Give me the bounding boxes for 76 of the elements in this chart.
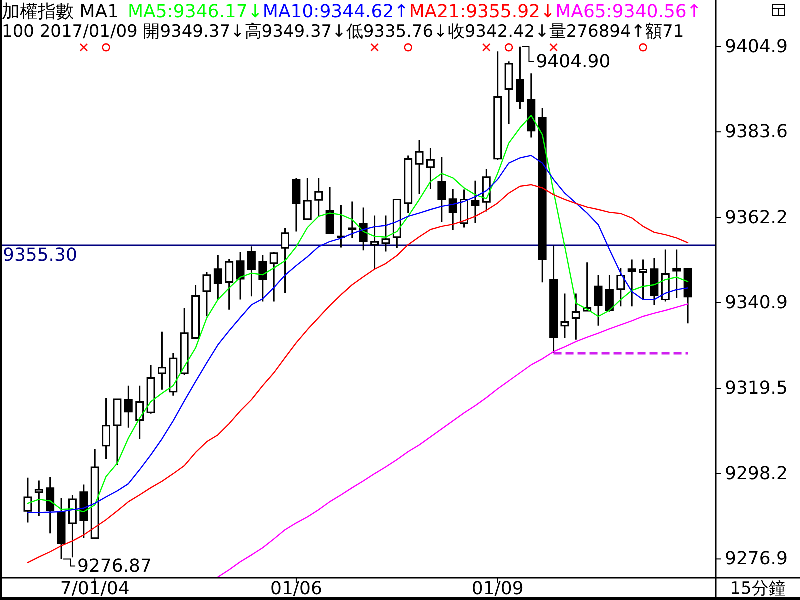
y-tick-label: 9276.9: [725, 548, 788, 570]
candlestick: [102, 398, 110, 460]
candlestick: [560, 293, 570, 339]
text: MA65:9340.56↑: [556, 2, 702, 22]
candlestick: [438, 156, 446, 224]
candlestick: [628, 259, 636, 308]
candlestick: [158, 331, 166, 391]
x-tick-label: 01/09: [472, 578, 524, 600]
candlestick: [258, 254, 268, 303]
candlestick: [415, 140, 424, 195]
x-tick-label: 7/01/04: [60, 578, 130, 600]
candlestick: [202, 271, 212, 318]
line-series: [218, 304, 689, 578]
annotation: 9404.90: [536, 51, 611, 72]
y-tick-label: 9383.6: [725, 122, 788, 143]
candlestick: [236, 251, 245, 301]
y-tick-label: 9298.2: [725, 463, 788, 484]
candlestick: [684, 268, 692, 324]
candlestick: [34, 480, 44, 518]
candlestick: [113, 398, 122, 466]
candlestick: [314, 177, 324, 218]
candlestick: [471, 180, 480, 224]
candlestick: [426, 147, 435, 190]
candlestick: [270, 251, 278, 303]
y-tick-label: 9404.9: [725, 36, 788, 58]
candlestick: [616, 267, 626, 308]
candlestick: [639, 259, 648, 301]
candlestick: [225, 258, 234, 311]
candlestick: [169, 352, 178, 397]
chart-title: 加權指數 MA1: [2, 2, 120, 22]
candlestick: [326, 186, 334, 235]
candlestick: [504, 60, 514, 125]
candlestick: [24, 477, 32, 524]
candlestick: [392, 198, 402, 249]
candlestick: [527, 72, 536, 138]
x-tick-label: 01/06: [270, 578, 322, 600]
text: 100 2017/01/09 開9349.37↓高9349.37↓低9335.76↓收9342.42↓量276894↑額71: [2, 22, 684, 42]
candlestick: [68, 494, 77, 558]
candlestick: [80, 484, 88, 539]
candlestick: [46, 476, 55, 534]
candlestick: [572, 293, 580, 341]
text: MA10:9344.62↑: [262, 2, 410, 22]
candlestick: [650, 257, 659, 306]
candlestick: [382, 215, 390, 253]
x-axis-title: 15分鐘: [730, 579, 786, 599]
candlestick: [214, 254, 222, 301]
text: MA21:9355.92↓: [409, 2, 556, 22]
candlestick: [136, 385, 144, 440]
candlestick: [370, 215, 379, 271]
candlestick: [248, 246, 256, 298]
candlestick: [672, 249, 682, 299]
candlestick: [348, 200, 357, 239]
y-tick-label: 9340.9: [725, 292, 788, 314]
y-tick-label: 9319.5: [725, 378, 788, 400]
candlestick: [303, 177, 312, 220]
candlestick: [180, 307, 189, 376]
y-tick-label: 9362.2: [725, 207, 788, 228]
candlestick: [404, 154, 413, 214]
ref-line-label: 9355.30: [3, 245, 78, 266]
annotation: 9276.87: [78, 556, 152, 577]
candlestick: [281, 227, 290, 294]
candlestick: [90, 448, 100, 540]
candlestick: [124, 385, 133, 429]
candlestick: [494, 50, 502, 162]
candlestick: [448, 188, 458, 232]
candlestick: [594, 274, 603, 327]
candlestick: [292, 178, 301, 233]
candlestick: [146, 364, 156, 415]
candlestick: [337, 204, 346, 249]
candlestick: [661, 249, 670, 303]
candlestick: [192, 284, 200, 340]
candlestick: [550, 245, 558, 354]
candlestick: [583, 262, 592, 312]
text: MA5:9346.17↓: [128, 2, 263, 22]
candlestick: [538, 107, 547, 284]
candlestick: [606, 274, 614, 313]
